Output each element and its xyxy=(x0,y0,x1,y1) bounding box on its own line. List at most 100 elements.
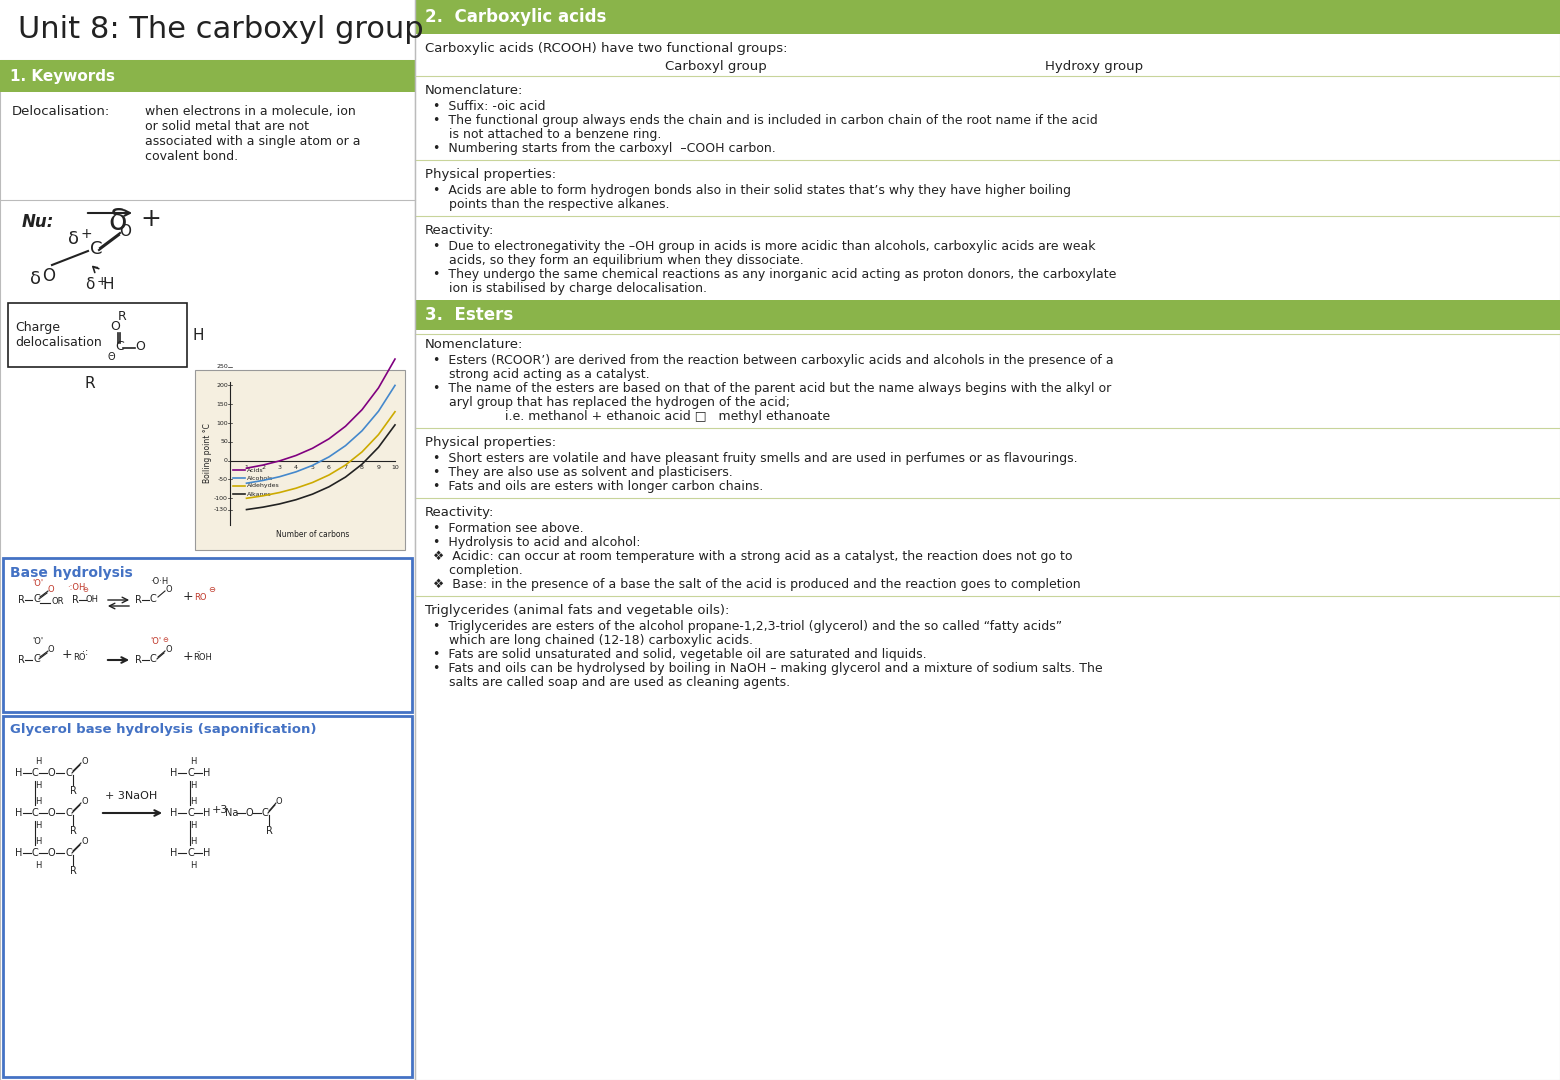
Text: C: C xyxy=(66,848,72,858)
Text: 100: 100 xyxy=(217,420,228,426)
Text: 0: 0 xyxy=(225,458,228,463)
Text: H: H xyxy=(190,797,197,806)
Text: salts are called soap and are used as cleaning agents.: salts are called soap and are used as cl… xyxy=(434,676,789,689)
Text: H: H xyxy=(34,781,42,789)
Text: 250: 250 xyxy=(217,364,228,369)
Text: H: H xyxy=(170,848,178,858)
Text: Hydroxy group: Hydroxy group xyxy=(1045,60,1143,73)
Text: •  They are also use as solvent and plasticisers.: • They are also use as solvent and plast… xyxy=(434,465,733,480)
Text: H: H xyxy=(34,837,42,846)
Text: i.e. methanol + ethanoic acid □   methyl ethanoate: i.e. methanol + ethanoic acid □ methyl e… xyxy=(434,410,830,423)
Text: -100: -100 xyxy=(214,496,228,501)
Text: 200: 200 xyxy=(217,383,228,388)
Text: RO: RO xyxy=(193,594,206,603)
Text: Charge
delocalisation: Charge delocalisation xyxy=(16,321,101,349)
Text: Θ: Θ xyxy=(108,352,114,362)
Text: Physical properties:: Physical properties: xyxy=(424,436,555,449)
Text: 1: 1 xyxy=(245,464,248,470)
Text: H: H xyxy=(170,768,178,778)
Text: H: H xyxy=(190,781,197,789)
FancyBboxPatch shape xyxy=(415,0,1560,33)
Text: O: O xyxy=(42,267,55,285)
Text: C: C xyxy=(33,848,39,858)
Text: 7: 7 xyxy=(343,464,348,470)
FancyBboxPatch shape xyxy=(195,370,406,550)
Text: +3: +3 xyxy=(212,805,228,815)
Text: H: H xyxy=(16,848,22,858)
FancyBboxPatch shape xyxy=(8,303,187,367)
Text: +: + xyxy=(80,227,92,241)
Text: •  Suffix: -oic acid: • Suffix: -oic acid xyxy=(434,100,546,113)
Text: + 3NaOH: + 3NaOH xyxy=(105,791,158,801)
Text: ⊖: ⊖ xyxy=(83,588,87,593)
Text: 2: 2 xyxy=(261,464,265,470)
Text: R: R xyxy=(136,595,142,605)
Text: aryl group that has replaced the hydrogen of the acid;: aryl group that has replaced the hydroge… xyxy=(434,396,789,409)
Text: C: C xyxy=(90,240,103,258)
Text: is not attached to a benzene ring.: is not attached to a benzene ring. xyxy=(434,129,661,141)
Text: C: C xyxy=(262,808,268,818)
Text: when electrons in a molecule, ion
or solid metal that are not
associated with a : when electrons in a molecule, ion or sol… xyxy=(145,105,360,163)
Text: ❖  Base: in the presence of a base the salt of the acid is produced and the reac: ❖ Base: in the presence of a base the sa… xyxy=(434,578,1081,591)
Text: H: H xyxy=(190,837,197,846)
Text: H: H xyxy=(190,821,197,829)
Text: C: C xyxy=(33,768,39,778)
Text: C: C xyxy=(187,808,193,818)
Text: OH: OH xyxy=(86,594,98,604)
Text: Carboxylic acids (RCOOH) have two functional groups:: Carboxylic acids (RCOOH) have two functi… xyxy=(424,42,788,55)
Text: 4: 4 xyxy=(293,464,298,470)
Text: C: C xyxy=(33,808,39,818)
Text: O: O xyxy=(165,584,172,594)
Text: H: H xyxy=(34,821,42,829)
Text: 10: 10 xyxy=(392,464,399,470)
FancyBboxPatch shape xyxy=(0,60,415,92)
Text: Number of carbons: Number of carbons xyxy=(276,530,349,539)
Text: 3: 3 xyxy=(278,464,281,470)
Text: C: C xyxy=(33,654,39,664)
Text: 6: 6 xyxy=(328,464,331,470)
Text: H: H xyxy=(34,797,42,806)
Text: H: H xyxy=(203,768,211,778)
Text: H: H xyxy=(170,808,178,818)
Text: •  Numbering starts from the carboxyl  –COOH carbon.: • Numbering starts from the carboxyl –CO… xyxy=(434,141,775,156)
Text: 'O': 'O' xyxy=(33,580,44,589)
Text: O: O xyxy=(48,848,56,858)
Text: Aldehydes: Aldehydes xyxy=(246,484,279,488)
Text: -130: -130 xyxy=(214,508,228,512)
Text: R: R xyxy=(19,595,25,605)
Text: •  Short esters are volatile and have pleasant fruity smells and are used in per: • Short esters are volatile and have ple… xyxy=(434,453,1078,465)
Text: ⊖: ⊖ xyxy=(207,585,215,594)
Text: 3.  Esters: 3. Esters xyxy=(424,306,513,324)
FancyBboxPatch shape xyxy=(415,300,1560,330)
Text: ·:: ·: xyxy=(83,647,89,657)
Text: R: R xyxy=(84,376,95,391)
Text: •  Fats are solid unsaturated and solid, vegetable oil are saturated and liquids: • Fats are solid unsaturated and solid, … xyxy=(434,648,927,661)
Text: Triglycerides (animal fats and vegetable oils):: Triglycerides (animal fats and vegetable… xyxy=(424,604,730,617)
Text: +: + xyxy=(183,591,193,604)
Text: •  Hydrolysis to acid and alcohol:: • Hydrolysis to acid and alcohol: xyxy=(434,536,641,549)
Text: Alcohols: Alcohols xyxy=(246,475,273,481)
Text: C: C xyxy=(150,654,156,664)
Text: 'O': 'O' xyxy=(150,637,161,647)
Text: +: + xyxy=(97,275,108,288)
Text: O: O xyxy=(246,808,254,818)
Text: ..: .. xyxy=(197,647,201,653)
Text: 9: 9 xyxy=(376,464,381,470)
Text: ·O·H: ·O·H xyxy=(150,578,168,586)
Text: which are long chained (12-18) carboxylic acids.: which are long chained (12-18) carboxyli… xyxy=(434,634,753,647)
Text: Nu:: Nu: xyxy=(22,213,55,231)
Text: H: H xyxy=(203,848,211,858)
FancyBboxPatch shape xyxy=(3,716,412,1077)
Text: acids, so they form an equilibrium when they dissociate.: acids, so they form an equilibrium when … xyxy=(434,254,803,267)
FancyBboxPatch shape xyxy=(0,60,415,1080)
Text: 8: 8 xyxy=(360,464,363,470)
Text: O: O xyxy=(48,808,56,818)
FancyBboxPatch shape xyxy=(415,0,1560,1080)
Text: •  Fats and oils are esters with longer carbon chains.: • Fats and oils are esters with longer c… xyxy=(434,480,763,492)
FancyBboxPatch shape xyxy=(3,558,412,712)
Text: RO: RO xyxy=(73,653,86,662)
Text: R: R xyxy=(267,826,273,836)
Text: R: R xyxy=(70,866,76,876)
Text: R: R xyxy=(70,786,76,796)
Text: O: O xyxy=(275,797,282,806)
